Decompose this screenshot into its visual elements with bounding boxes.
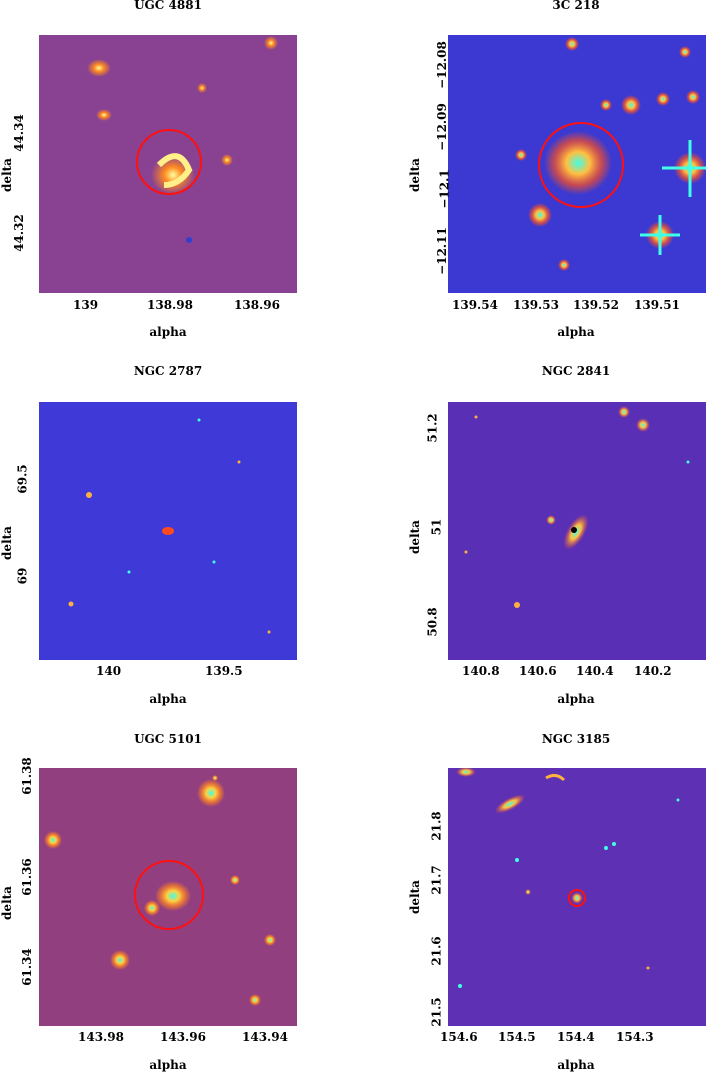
y-tick: 51.2: [425, 413, 440, 443]
y-tick: 69.5: [15, 464, 30, 494]
sky-image: [448, 402, 706, 660]
x-tick: 139.54: [452, 298, 498, 312]
y-tick: −12.1: [437, 169, 452, 209]
panel-title: NGC 3185: [541, 732, 611, 746]
y-tick: 44.32: [11, 214, 26, 252]
x-tick: 139.52: [573, 298, 619, 312]
panel-title: NGC 2841: [541, 364, 611, 378]
sky-image: [39, 35, 297, 293]
x-tick: 140.6: [519, 664, 557, 678]
x-axis-label: alpha: [149, 1058, 187, 1072]
x-tick: 143.96: [160, 1030, 206, 1044]
x-tick: 143.94: [242, 1030, 288, 1044]
y-axis-label: delta: [0, 526, 14, 560]
x-tick: 139: [73, 298, 99, 312]
sky-image: [39, 402, 297, 660]
x-tick: 139.51: [634, 298, 680, 312]
sky-image: [448, 35, 706, 293]
panel-title: 3C 218: [552, 0, 600, 12]
x-axis-label: alpha: [557, 692, 595, 706]
y-tick: 61.38: [19, 757, 34, 795]
x-tick: 154.5: [498, 1030, 536, 1044]
x-tick: 138.98: [147, 298, 193, 312]
y-axis-label: delta: [407, 520, 422, 554]
y-tick: 50.8: [425, 607, 440, 637]
panel-title: UGC 4881: [134, 0, 202, 12]
sky-image: [448, 768, 706, 1026]
y-tick: 44.34: [11, 114, 26, 152]
x-axis-label: alpha: [557, 1058, 595, 1072]
sky-image: [39, 768, 297, 1026]
x-tick: 139.5: [205, 664, 243, 678]
x-axis-label: alpha: [149, 692, 187, 706]
panel-title: NGC 2787: [133, 364, 203, 378]
y-axis-label: delta: [407, 880, 422, 914]
x-tick: 154.3: [616, 1030, 654, 1044]
x-tick: 140.4: [576, 664, 614, 678]
x-tick: 139.53: [513, 298, 559, 312]
y-tick: 61.34: [19, 948, 34, 986]
x-tick: 154.6: [440, 1030, 478, 1044]
x-tick: 143.98: [78, 1030, 124, 1044]
panel-title: UGC 5101: [134, 732, 202, 746]
y-tick: 21.6: [429, 936, 444, 966]
y-tick: 69: [15, 567, 30, 585]
y-tick: −12.09: [434, 103, 449, 151]
x-tick: 140.2: [634, 664, 672, 678]
y-axis-label: delta: [0, 158, 14, 192]
x-tick: 138.96: [234, 298, 280, 312]
x-tick: 140.8: [462, 664, 500, 678]
y-tick: 51: [429, 518, 444, 536]
y-tick: −12.08: [434, 41, 449, 89]
y-tick: 21.7: [429, 865, 444, 895]
y-axis-label: delta: [407, 158, 422, 192]
x-tick: 154.4: [557, 1030, 595, 1044]
y-tick: 61.36: [19, 858, 34, 896]
x-tick: 140: [96, 664, 122, 678]
y-axis-label: delta: [0, 886, 14, 920]
y-tick: 21.8: [429, 811, 444, 841]
y-tick: 21.5: [429, 997, 444, 1027]
x-axis-label: alpha: [149, 325, 187, 339]
y-tick: −12.11: [434, 227, 449, 275]
x-axis-label: alpha: [557, 325, 595, 339]
